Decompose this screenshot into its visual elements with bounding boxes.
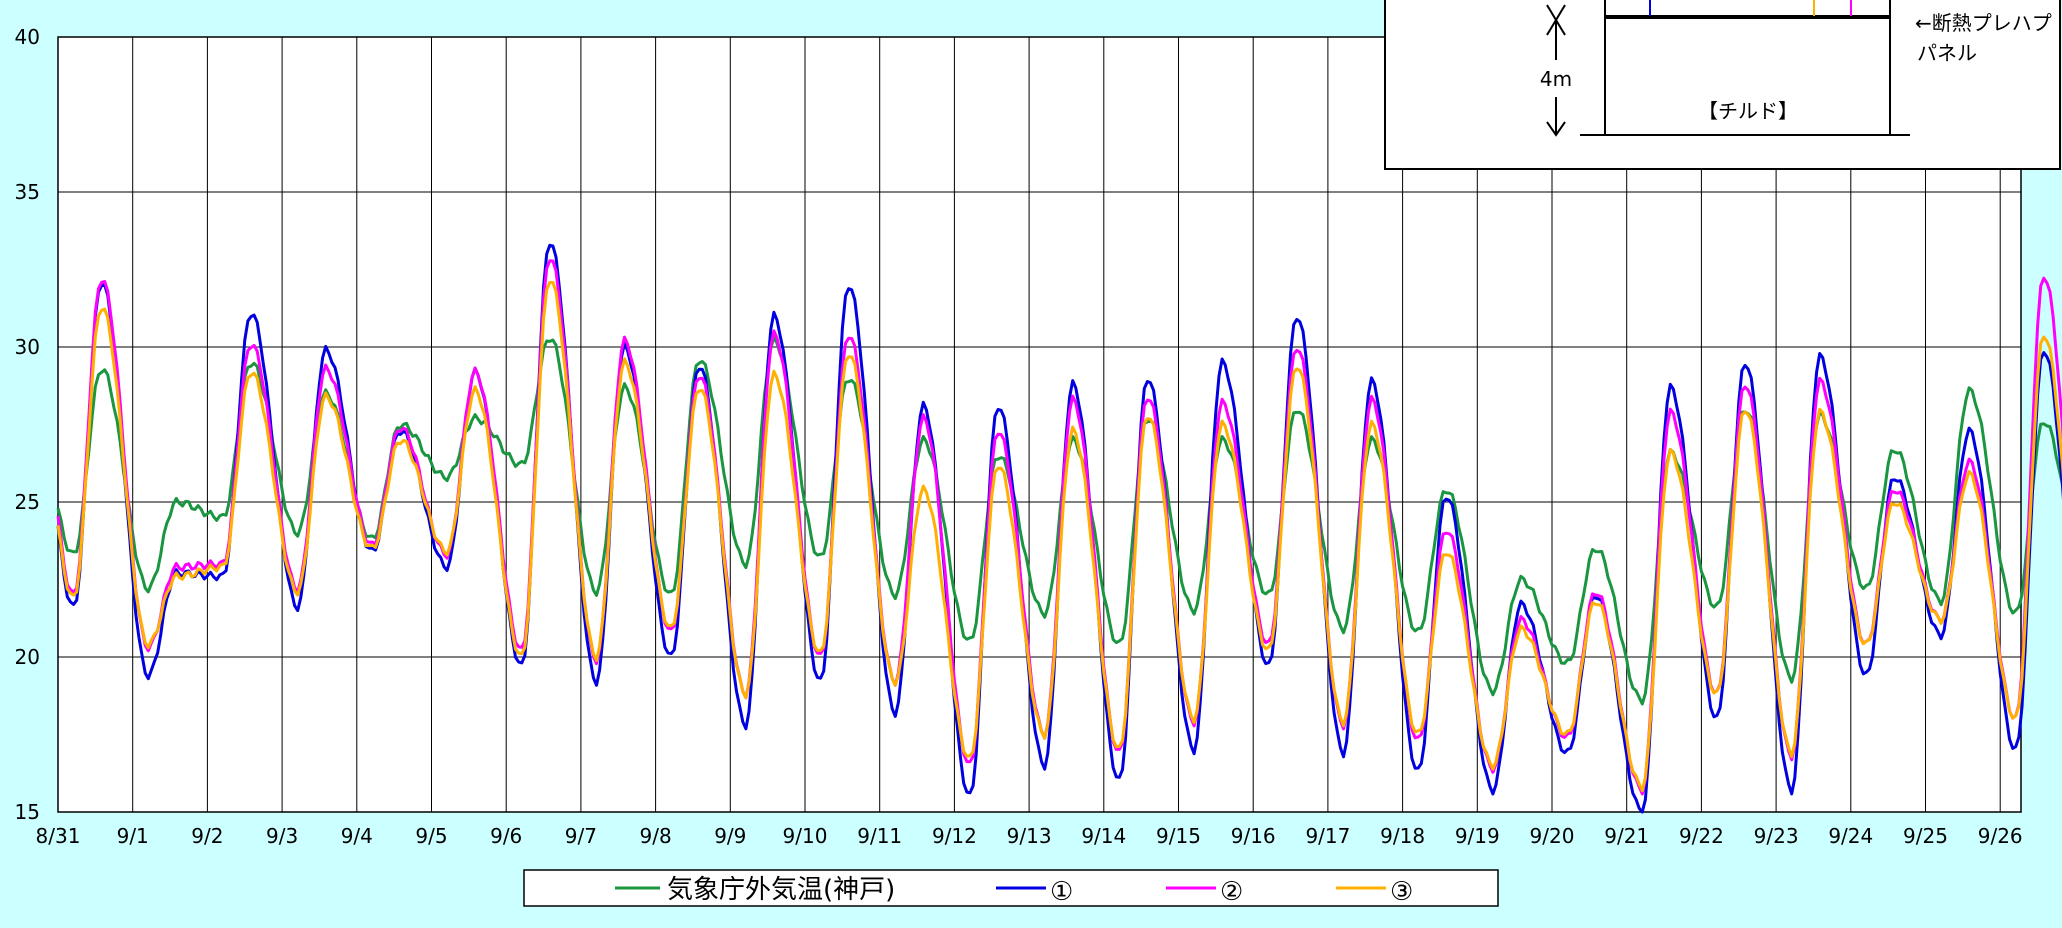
panel-label: ←断熱プレハプ [1915,11,2052,35]
x-tick-label: 9/25 [1903,824,1948,848]
series-line [56,281,2062,793]
inset-box [1384,0,2061,170]
x-tick-label: 9/10 [783,824,828,848]
x-tick-label: 9/15 [1156,824,1201,848]
legend-item-1: ① [996,877,1073,907]
legend-item-2: ② [1166,877,1243,907]
legend-label: ③ [1390,877,1413,907]
x-tick-label: 9/7 [565,824,597,848]
height-label: 4m [1540,67,1572,91]
x-tick-label: 9/14 [1081,824,1126,848]
x-tick-label: 9/24 [1828,824,1873,848]
y-tick-label: 25 [15,490,40,514]
y-tick-label: 40 [15,25,40,49]
x-tick-label: 9/23 [1754,824,1799,848]
x-tick-label: 9/22 [1679,824,1724,848]
x-tick-label: 9/1 [117,824,149,848]
series-lines [56,243,2062,814]
x-tick-label: 9/17 [1305,824,1350,848]
x-tick-label: 9/4 [341,824,373,848]
x-tick-label: 9/16 [1231,824,1276,848]
x-tick-label: 9/3 [266,824,298,848]
x-tick-label: 9/18 [1380,824,1425,848]
x-tick-label: 9/5 [415,824,447,848]
legend-item-kobe: 気象庁外気温(神戸) [615,875,895,905]
x-tick-label: 9/19 [1455,824,1500,848]
legend-label: ② [1220,877,1243,907]
x-tick-label: 9/20 [1530,824,1575,848]
height-arrow-head [1546,121,1566,137]
legend: 気象庁外気温(神戸) ① ② ③ [523,869,1499,907]
x-tick-label: 9/8 [640,824,672,848]
inset-diagram: 4m 【チルド】 ←断熱プレハプ パネル [1384,0,2061,170]
y-axis-ticks: 15 20 25 30 35 40 [15,25,40,824]
grid [58,37,2021,812]
x-tick-label: 9/9 [714,824,746,848]
y-tick-label: 15 [15,800,40,824]
x-tick-label: 8/31 [36,824,81,848]
legend-label: ① [1050,877,1073,907]
x-axis-ticks: 8/31 9/1 9/2 9/3 9/4 9/5 9/6 9/7 9/8 9/9 9/10 9/11 9… [36,824,2023,848]
panel-label-line2: パネル [1917,41,1977,65]
y-tick-label: 20 [15,645,40,669]
x-tick-label: 9/13 [1007,824,1052,848]
legend-item-3: ③ [1336,877,1413,907]
y-tick-label: 30 [15,335,40,359]
x-tick-label: 9/11 [857,824,902,848]
y-tick-label: 35 [15,180,40,204]
room-label: 【チルド】 [1698,99,1798,123]
x-tick-label: 9/6 [490,824,522,848]
x-tick-label: 9/26 [1978,824,2023,848]
x-tick-label: 9/12 [932,824,977,848]
x-tick-label: 9/2 [191,824,223,848]
x-tick-label: 9/21 [1604,824,1649,848]
legend-label: 気象庁外気温(神戸) [667,875,895,905]
